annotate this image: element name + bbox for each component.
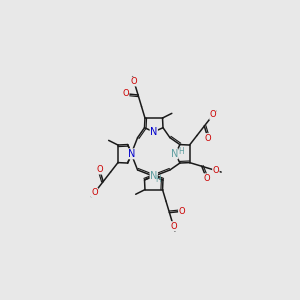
Text: N: N: [128, 149, 136, 159]
Text: N: N: [150, 127, 158, 137]
Text: O: O: [178, 207, 185, 216]
Text: O: O: [213, 166, 219, 175]
Text: N: N: [171, 149, 178, 159]
Text: O: O: [203, 174, 210, 183]
Text: H: H: [155, 176, 161, 184]
Text: O: O: [205, 134, 211, 142]
Text: O: O: [96, 165, 103, 174]
Text: O: O: [91, 188, 98, 197]
Text: N: N: [150, 171, 158, 181]
Text: O: O: [131, 77, 137, 86]
Text: O: O: [122, 89, 129, 98]
Text: H: H: [178, 147, 184, 156]
Text: O: O: [170, 222, 177, 231]
Text: O: O: [210, 110, 216, 119]
